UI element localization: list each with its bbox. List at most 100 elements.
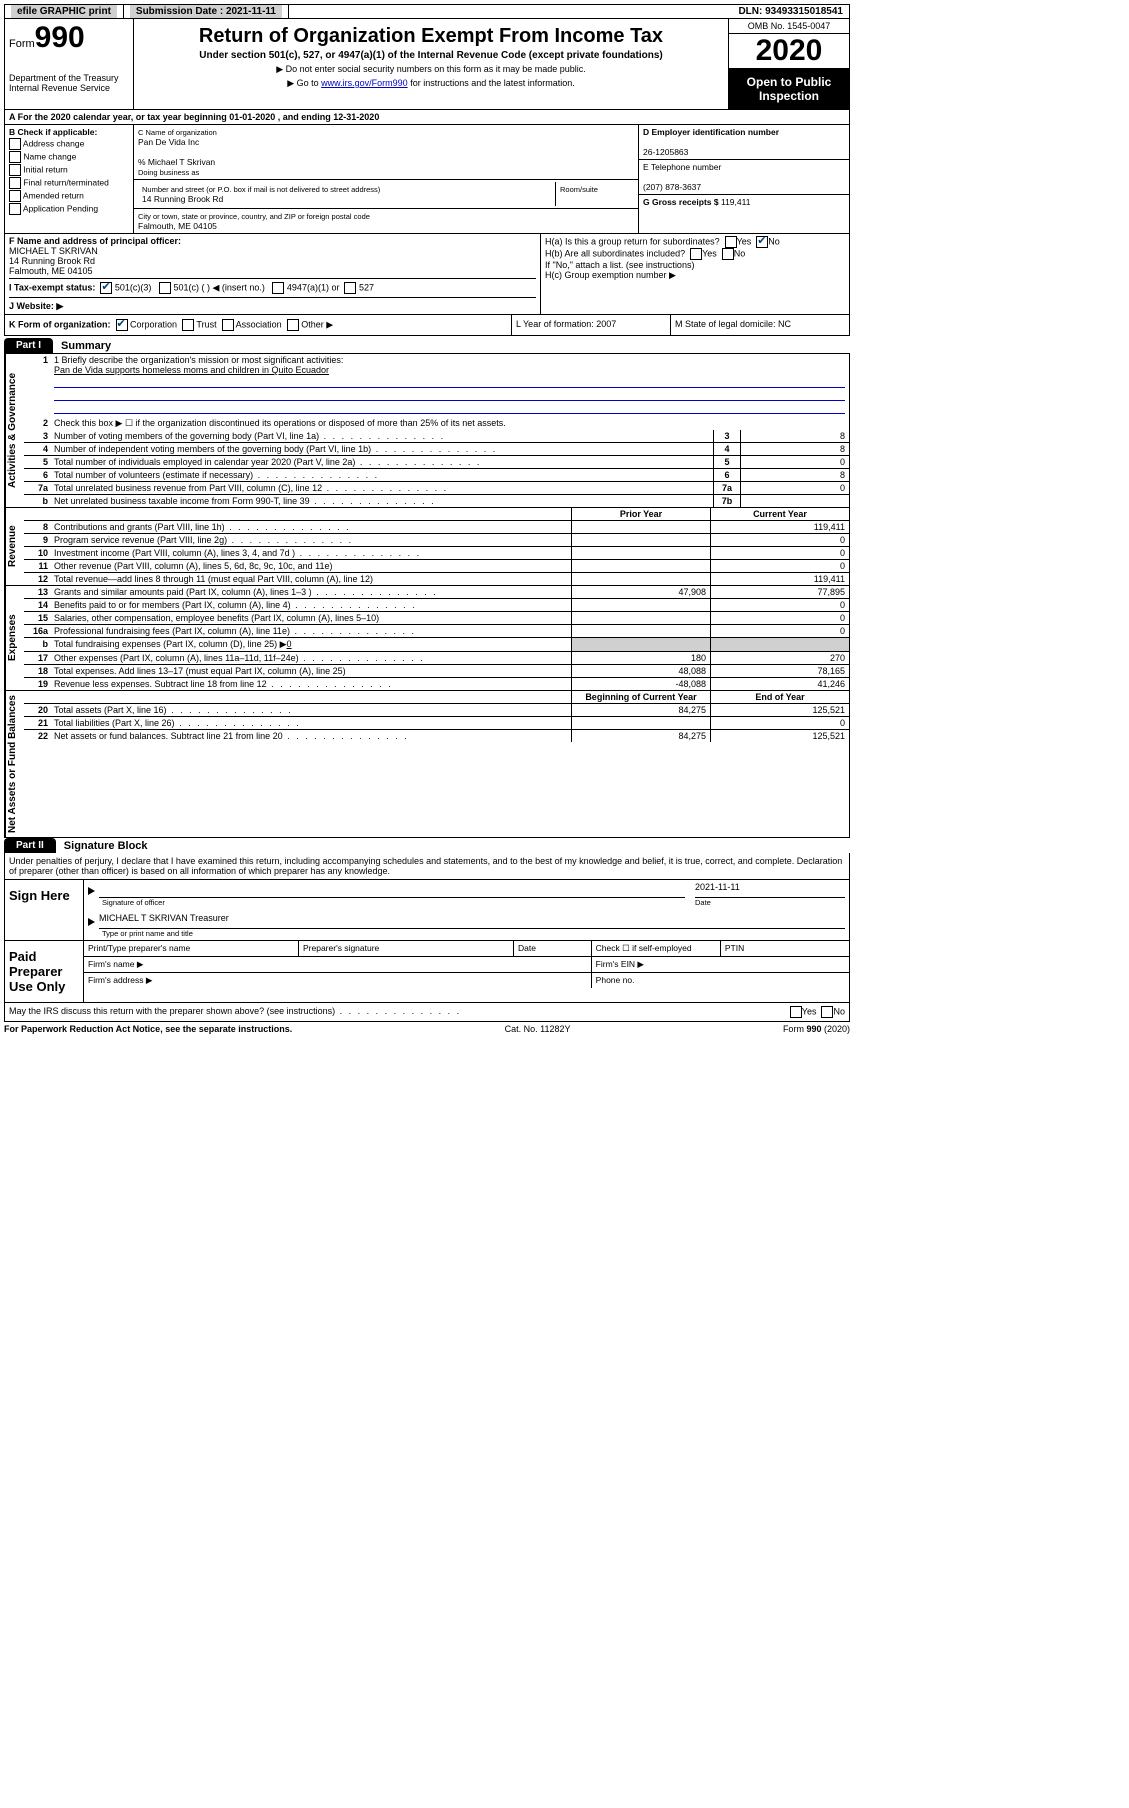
group-governance: Activities & Governance 1 1 Briefly desc… <box>5 354 849 508</box>
opt-other: Other ▶ <box>301 319 333 329</box>
dln-value: 93493315018541 <box>765 6 843 17</box>
opt-final: Final return/terminated <box>23 177 109 187</box>
opt-527: 527 <box>359 282 374 292</box>
line21: 21Total liabilities (Part X, line 26)0 <box>24 716 849 729</box>
v5: 0 <box>740 456 849 468</box>
part1-header: Part I Summary <box>4 338 850 353</box>
cb-trust[interactable] <box>182 319 194 331</box>
l18: Total expenses. Add lines 13–17 (must eq… <box>50 665 571 677</box>
street-cell: Number and street (or P.O. box if mail i… <box>138 182 556 206</box>
cb-initial[interactable]: Initial return <box>9 164 129 176</box>
cb-assoc[interactable] <box>222 319 234 331</box>
blank-line <box>54 403 845 414</box>
open2: Inspection <box>759 89 819 103</box>
open1: Open to Public <box>747 75 832 89</box>
opt-initial: Initial return <box>23 164 67 174</box>
street-lbl: Number and street (or P.O. box if mail i… <box>142 185 380 194</box>
officer-sig-line[interactable] <box>99 882 685 898</box>
tax-period: A For the 2020 calendar year, or tax yea… <box>9 112 379 122</box>
sig-officer-lbl: Signature of officer <box>102 898 685 907</box>
cb-pending[interactable]: Application Pending <box>9 203 129 215</box>
cy12: 119,411 <box>710 573 849 585</box>
l17: Other expenses (Part IX, column (A), lin… <box>50 652 571 664</box>
l19: Revenue less expenses. Subtract line 18 … <box>50 678 571 690</box>
line14: 14Benefits paid to or for members (Part … <box>24 598 849 611</box>
footer-left: For Paperwork Reduction Act Notice, see … <box>4 1024 292 1034</box>
l9: Program service revenue (Part VIII, line… <box>50 534 571 546</box>
ha-lbl: H(a) Is this a group return for subordin… <box>545 236 720 246</box>
pp-date: Date <box>513 941 591 956</box>
submission-date: 2021-11-11 <box>226 6 276 17</box>
irs-link[interactable]: www.irs.gov/Form990 <box>321 78 408 88</box>
gross-lbl: G Gross receipts $ <box>643 197 719 207</box>
ein-cell: D Employer identification number 26-1205… <box>639 125 849 160</box>
side-governance: Activities & Governance <box>5 354 24 507</box>
line20: 20Total assets (Part X, line 16)84,27512… <box>24 703 849 716</box>
line6: 6Total number of volunteers (estimate if… <box>24 468 849 481</box>
l13: Grants and similar amounts paid (Part IX… <box>50 586 571 598</box>
b20: 84,275 <box>571 704 710 716</box>
firm-ein: Firm's EIN ▶ <box>591 957 849 972</box>
part2-title: Signature Block <box>64 840 148 852</box>
col-py: Prior Year <box>571 508 710 520</box>
net-hdr: Beginning of Current YearEnd of Year <box>24 691 849 703</box>
l7a-txt: Total unrelated business revenue from Pa… <box>50 482 713 494</box>
hb-row: H(b) Are all subordinates included? Yes … <box>545 248 845 260</box>
line22: 22Net assets or fund balances. Subtract … <box>24 729 849 742</box>
room-lbl: Room/suite <box>560 185 598 194</box>
cb-4947[interactable] <box>272 282 284 294</box>
cb-name[interactable]: Name change <box>9 151 129 163</box>
sig-name: MICHAEL T SKRIVAN Treasurer <box>99 913 229 923</box>
line7b: bNet unrelated business taxable income f… <box>24 494 849 507</box>
cb-other[interactable] <box>287 319 299 331</box>
efile-btn[interactable]: efile GRAPHIC print <box>11 5 117 18</box>
l8: Contributions and grants (Part VIII, lin… <box>50 521 571 533</box>
dept-treasury: Department of the Treasury <box>9 73 129 83</box>
cb-amended[interactable]: Amended return <box>9 190 129 202</box>
cb-501c3[interactable] <box>100 282 112 294</box>
dept-irs: Internal Revenue Service <box>9 83 129 93</box>
cb-corp[interactable] <box>116 319 128 331</box>
py18: 48,088 <box>571 665 710 677</box>
form-number: Form990 <box>9 21 129 55</box>
cb-address[interactable]: Address change <box>9 138 129 150</box>
line16a: 16aProfessional fundraising fees (Part I… <box>24 624 849 637</box>
line16b: bTotal fundraising expenses (Part IX, co… <box>24 637 849 651</box>
col-d: D Employer identification number 26-1205… <box>638 125 849 233</box>
line1: 1 1 Briefly describe the organization's … <box>24 354 849 417</box>
k-lbl: K Form of organization: <box>9 319 111 329</box>
cb-discuss-yes[interactable] <box>790 1006 802 1018</box>
cb-ha-no[interactable] <box>756 236 768 248</box>
l3-txt: Number of voting members of the governin… <box>50 430 713 442</box>
form-word: Form <box>9 38 35 50</box>
b22: 84,275 <box>571 730 710 742</box>
l14: Benefits paid to or for members (Part IX… <box>50 599 571 611</box>
cb-hb-yes[interactable] <box>690 248 702 260</box>
block-fh: F Name and address of principal officer:… <box>4 234 850 315</box>
hc-lbl: H(c) Group exemption number ▶ <box>545 270 845 281</box>
dln-cell: DLN: 93493315018541 <box>732 5 849 18</box>
l16b-v: 0 <box>287 639 292 649</box>
part1-title: Summary <box>61 340 111 352</box>
l12: Total revenue—add lines 8 through 11 (mu… <box>50 573 571 585</box>
l16a: Professional fundraising fees (Part IX, … <box>50 625 571 637</box>
cb-final[interactable]: Final return/terminated <box>9 177 129 189</box>
gross: 119,411 <box>721 197 750 207</box>
dln-label: DLN: <box>738 6 762 17</box>
line2: 2Check this box ▶ ☐ if the organization … <box>24 417 849 430</box>
form-subtitle: Under section 501(c), 527, or 4947(a)(1)… <box>138 50 724 61</box>
firm-name: Firm's name ▶ <box>84 957 591 972</box>
cb-501c[interactable] <box>159 282 171 294</box>
cb-ha-yes[interactable] <box>725 236 737 248</box>
tax-year: 2020 <box>729 34 849 69</box>
cy14: 0 <box>710 599 849 611</box>
opt-501c3: 501(c)(3) <box>115 282 152 292</box>
cb-527[interactable] <box>344 282 356 294</box>
cb-discuss-no[interactable] <box>821 1006 833 1018</box>
form-title: Return of Organization Exempt From Incom… <box>138 25 724 48</box>
tax-exempt-row: I Tax-exempt status: 501(c)(3) 501(c) ( … <box>9 278 536 294</box>
e20: 125,521 <box>710 704 849 716</box>
cb-hb-no[interactable] <box>722 248 734 260</box>
form-header: Form990 Department of the Treasury Inter… <box>4 19 850 110</box>
submission-btn[interactable]: Submission Date : 2021-11-11 <box>130 5 282 18</box>
